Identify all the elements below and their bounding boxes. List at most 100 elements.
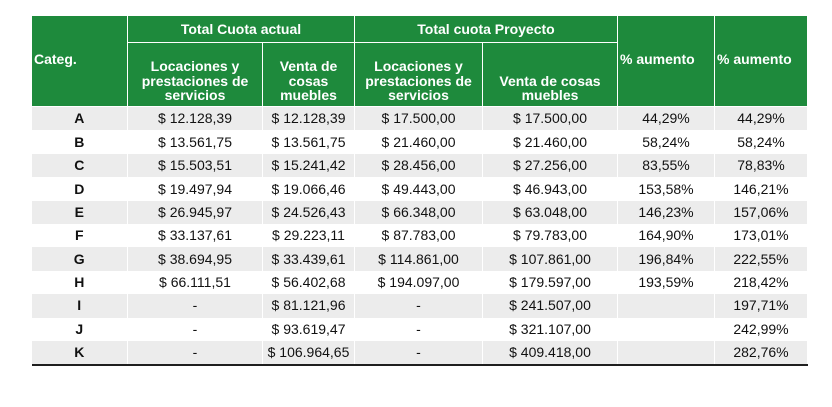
cell-aumento-1 [617,340,715,366]
cell-venta-proyecto: $ 46.943,00 [482,177,618,201]
cell-locaciones-proyecto: $ 21.460,00 [354,130,483,154]
cell-categ: A [31,106,128,131]
cell-venta-proyecto: $ 241.507,00 [482,294,618,318]
cell-locaciones-actual: - [127,317,263,341]
cell-categ: I [31,294,128,318]
cell-aumento-1 [617,317,715,341]
cell-locaciones-proyecto: $ 194.097,00 [354,270,483,295]
table-row: F $ 33.137,61 $ 29.223,11 $ 87.783,00 $ 79.7… [31,223,808,248]
table-row: E $ 26.945,97 $ 24.526,43 $ 66.348,00 $ 63.0… [31,200,808,224]
cell-aumento-2: 157,06% [714,200,808,224]
cuota-comparison-table: Categ. Total Cuota actual Total cuota Pr… [31,15,808,367]
table-row: D $ 19.497,94 $ 19.066,46 $ 49.443,00 $ 46.9… [31,177,808,201]
cell-aumento-2: 78,83% [714,153,808,178]
cell-aumento-1: 44,29% [617,106,715,131]
cell-locaciones-proyecto: $ 66.348,00 [354,200,483,224]
cell-aumento-2: 242,99% [714,317,808,341]
cell-locaciones-proyecto: $ 87.783,00 [354,223,483,248]
cell-categ: J [31,317,128,341]
cell-venta-proyecto: $ 409.418,00 [482,340,618,366]
cell-venta-proyecto: $ 79.783,00 [482,223,618,248]
cell-categ: E [31,200,128,224]
cell-locaciones-actual: $ 12.128,39 [127,106,263,131]
cell-locaciones-actual: - [127,340,263,366]
cell-locaciones-actual: $ 15.503,51 [127,153,263,178]
header-aumento-1: % aumento [617,15,715,107]
cell-locaciones-actual: $ 13.561,75 [127,130,263,154]
cell-venta-proyecto: $ 21.460,00 [482,130,618,154]
cell-aumento-1: 193,59% [617,270,715,295]
cell-venta-actual: $ 33.439,61 [262,247,355,271]
header-group-proyecto: Total cuota Proyecto [354,15,618,43]
cell-venta-actual: $ 106.964,65 [262,340,355,366]
cell-aumento-1: 83,55% [617,153,715,178]
cell-categ: D [31,177,128,201]
cell-categ: F [31,223,128,248]
cell-aumento-1: 196,84% [617,247,715,271]
cell-venta-proyecto: $ 321.107,00 [482,317,618,341]
table-row: B $ 13.561,75 $ 13.561,75 $ 21.460,00 $ 21.4… [31,130,808,154]
cell-locaciones-proyecto: $ 28.456,00 [354,153,483,178]
header-locaciones-actual: Locaciones y prestaciones de servicios [127,42,263,107]
cell-aumento-2: 218,42% [714,270,808,295]
cell-categ: G [31,247,128,271]
cell-locaciones-proyecto: - [354,294,483,318]
table-row: G $ 38.694,95 $ 33.439,61 $ 114.861,00 $ 107… [31,247,808,271]
cell-venta-actual: $ 13.561,75 [262,130,355,154]
table-row: H $ 66.111,51 $ 56.402,68 $ 194.097,00 $ 179… [31,270,808,295]
table-row: C $ 15.503,51 $ 15.241,42 $ 28.456,00 $ 27.2… [31,153,808,178]
cell-venta-actual: $ 93.619,47 [262,317,355,341]
cell-aumento-1 [617,294,715,318]
cell-venta-actual: $ 81.121,96 [262,294,355,318]
cell-venta-actual: $ 12.128,39 [262,106,355,131]
header-aumento-2: % aumento [714,15,808,107]
cell-locaciones-proyecto: - [354,317,483,341]
header-locaciones-proyecto: Locaciones y prestaciones de servicios [354,42,483,107]
cuota-table-container: Categ. Total Cuota actual Total cuota Pr… [31,15,808,367]
cell-aumento-2: 146,21% [714,177,808,201]
cell-aumento-2: 197,71% [714,294,808,318]
cell-locaciones-actual: $ 38.694,95 [127,247,263,271]
cell-locaciones-proyecto: $ 114.861,00 [354,247,483,271]
cell-venta-actual: $ 29.223,11 [262,223,355,248]
cell-aumento-1: 164,90% [617,223,715,248]
table-row: A $ 12.128,39 $ 12.128,39 $ 17.500,00 $ 17.5… [31,106,808,131]
cell-venta-actual: $ 19.066,46 [262,177,355,201]
cell-aumento-1: 146,23% [617,200,715,224]
cell-locaciones-proyecto: $ 17.500,00 [354,106,483,131]
cell-aumento-2: 282,76% [714,340,808,366]
header-venta-proyecto: Venta de cosas muebles [482,42,618,107]
header-group-actual: Total Cuota actual [127,15,355,43]
cell-aumento-1: 153,58% [617,177,715,201]
cell-venta-proyecto: $ 179.597,00 [482,270,618,295]
table-row: I - $ 81.121,96- $ 241.507,00 197,71% [31,294,808,318]
cell-categ: H [31,270,128,295]
cell-venta-proyecto: $ 107.861,00 [482,247,618,271]
table-row: J - $ 93.619,47- $ 321.107,00 242,99% [31,317,808,341]
cell-aumento-2: 44,29% [714,106,808,131]
cell-venta-actual: $ 15.241,42 [262,153,355,178]
cell-locaciones-actual: $ 26.945,97 [127,200,263,224]
cell-locaciones-actual: $ 33.137,61 [127,223,263,248]
cell-locaciones-proyecto: $ 49.443,00 [354,177,483,201]
header-categ: Categ. [31,15,128,107]
cell-locaciones-actual: $ 66.111,51 [127,270,263,295]
header-venta-actual: Venta de cosas muebles [262,42,355,107]
table-body: A $ 12.128,39 $ 12.128,39 $ 17.500,00 $ 17.5… [31,106,808,366]
cell-categ: B [31,130,128,154]
cell-aumento-1: 58,24% [617,130,715,154]
cell-locaciones-proyecto: - [354,340,483,366]
cell-venta-proyecto: $ 17.500,00 [482,106,618,131]
cell-venta-actual: $ 24.526,43 [262,200,355,224]
cell-categ: C [31,153,128,178]
cell-aumento-2: 173,01% [714,223,808,248]
cell-venta-proyecto: $ 63.048,00 [482,200,618,224]
cell-venta-proyecto: $ 27.256,00 [482,153,618,178]
cell-categ: K [31,340,128,366]
cell-locaciones-actual: $ 19.497,94 [127,177,263,201]
cell-aumento-2: 222,55% [714,247,808,271]
cell-venta-actual: $ 56.402,68 [262,270,355,295]
table-header: Categ. Total Cuota actual Total cuota Pr… [31,15,808,107]
cell-locaciones-actual: - [127,294,263,318]
table-row: K - $ 106.964,65- $ 409.418,00 282,76% [31,340,808,366]
